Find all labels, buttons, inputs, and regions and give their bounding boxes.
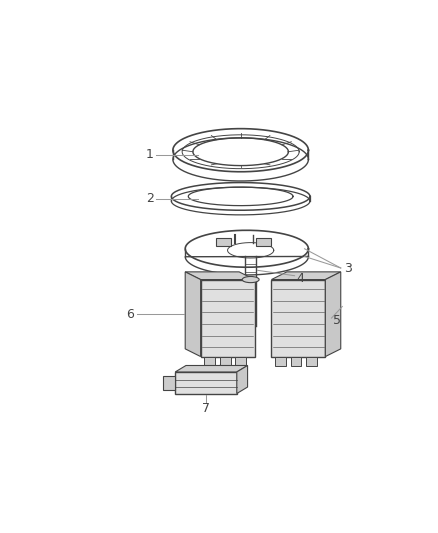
Polygon shape xyxy=(216,238,231,246)
Polygon shape xyxy=(272,280,325,357)
Polygon shape xyxy=(201,280,254,357)
Text: 1: 1 xyxy=(146,148,154,161)
Text: 3: 3 xyxy=(345,262,353,274)
Polygon shape xyxy=(205,357,215,366)
Polygon shape xyxy=(237,366,247,393)
Polygon shape xyxy=(175,366,247,372)
Polygon shape xyxy=(185,272,201,357)
Ellipse shape xyxy=(242,277,259,282)
Polygon shape xyxy=(276,357,286,366)
Polygon shape xyxy=(272,272,341,280)
Text: 7: 7 xyxy=(202,402,210,415)
Polygon shape xyxy=(325,272,341,357)
Text: 5: 5 xyxy=(333,314,341,327)
Polygon shape xyxy=(235,357,246,366)
Polygon shape xyxy=(220,357,231,366)
Polygon shape xyxy=(163,376,175,390)
Polygon shape xyxy=(175,372,237,393)
Polygon shape xyxy=(256,238,272,246)
Text: 4: 4 xyxy=(297,271,305,285)
Polygon shape xyxy=(185,272,254,280)
Polygon shape xyxy=(306,357,317,366)
Text: 2: 2 xyxy=(146,192,154,205)
Text: 6: 6 xyxy=(127,308,134,321)
Polygon shape xyxy=(291,357,301,366)
